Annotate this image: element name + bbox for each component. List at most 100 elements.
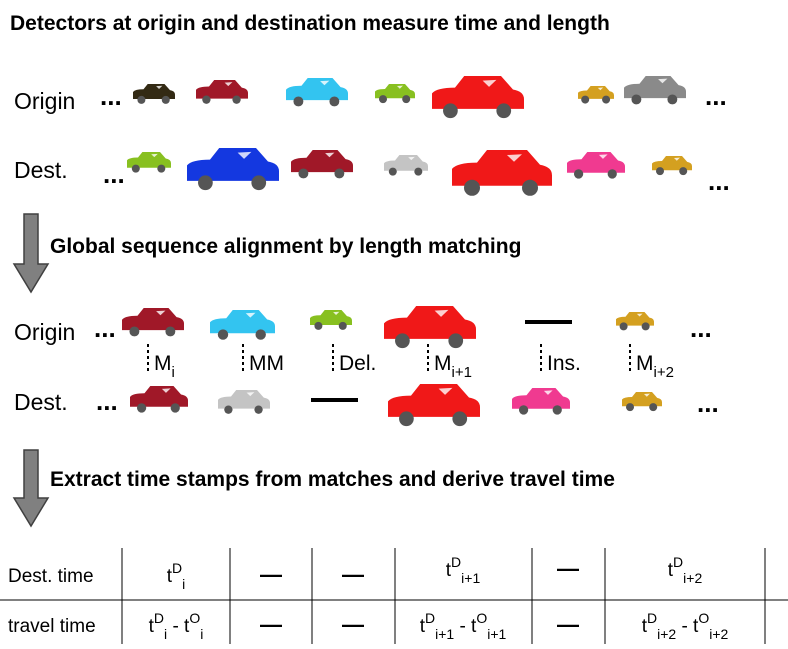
- supscript: D: [673, 554, 683, 570]
- origin-label: Origin: [14, 319, 75, 345]
- car-body: [567, 152, 625, 173]
- wheel: [607, 169, 617, 179]
- ellipsis: ...: [708, 166, 730, 196]
- car-body: [622, 392, 662, 407]
- wheel: [631, 94, 642, 105]
- table-cell: —: [260, 562, 282, 587]
- table-cell: tDi - tOi: [149, 610, 204, 642]
- car-body: [432, 76, 524, 109]
- car: [384, 306, 476, 349]
- wheel: [452, 411, 468, 427]
- car-window: [438, 387, 453, 395]
- wheel: [251, 175, 267, 191]
- text-part: M: [434, 352, 452, 375]
- wheel: [388, 167, 397, 176]
- subscript: i+1: [435, 626, 454, 642]
- car-body: [652, 156, 692, 171]
- wheel: [129, 326, 140, 337]
- subscript: i+1: [452, 364, 472, 381]
- car-body: [127, 152, 171, 168]
- supscript: O: [476, 610, 487, 626]
- title: Detectors at origin and destination meas…: [10, 12, 610, 35]
- supscript: D: [451, 554, 461, 570]
- wheel: [402, 95, 411, 104]
- subscript: i+2: [709, 626, 728, 642]
- table-cell: —: [557, 556, 579, 581]
- table-cell: —: [557, 612, 579, 637]
- text-part: t: [149, 616, 155, 637]
- ellipsis: ...: [690, 313, 712, 343]
- table-cell: —: [342, 612, 364, 637]
- table-cell: tDi+2 - tOi+2: [642, 610, 729, 642]
- operation-label: Mi+1: [434, 352, 472, 381]
- operation-label: Del.: [339, 352, 376, 375]
- wheel: [602, 95, 611, 104]
- wheel: [464, 179, 480, 196]
- wheel: [157, 164, 166, 173]
- subscript: i: [172, 364, 175, 381]
- table-grid: [0, 548, 788, 644]
- car-window: [482, 79, 497, 87]
- text-part: MM: [249, 352, 284, 375]
- wheel: [198, 175, 213, 191]
- table-cell: —: [342, 562, 364, 587]
- ellipsis: ...: [705, 81, 727, 111]
- subscript: i+2: [654, 364, 674, 381]
- text-part: t: [167, 566, 173, 587]
- wheel: [217, 329, 229, 340]
- car: [452, 150, 552, 196]
- wheel: [170, 403, 180, 413]
- car-window: [246, 392, 255, 397]
- origin-label: Origin: [14, 88, 75, 114]
- subscript: i+2: [657, 626, 676, 642]
- wheel: [395, 333, 410, 349]
- car-window: [658, 78, 668, 84]
- dest-label: Dest.: [14, 157, 68, 183]
- arrow-down: [12, 213, 50, 294]
- wheel: [161, 95, 170, 104]
- car: [622, 392, 662, 412]
- car-body: [384, 155, 428, 171]
- subscript: i+1: [487, 626, 506, 642]
- car-window: [320, 80, 330, 86]
- wheel: [414, 167, 423, 176]
- supscript: D: [425, 610, 435, 626]
- car-body: [210, 310, 275, 334]
- car-body: [196, 80, 248, 99]
- operation-label: Ins.: [547, 352, 581, 375]
- car-window: [237, 151, 252, 159]
- car: [218, 390, 270, 414]
- text-part: —: [342, 562, 364, 587]
- wheel: [399, 411, 414, 427]
- operation-label: Mi+2: [636, 352, 674, 381]
- wheel: [656, 167, 664, 176]
- operation-label: Mi: [154, 352, 175, 381]
- operation-label: MM: [249, 352, 284, 375]
- car-body: [133, 84, 175, 99]
- car-window: [636, 313, 643, 317]
- wheel: [573, 169, 584, 179]
- supscript: D: [154, 610, 164, 626]
- text-part: M: [636, 352, 654, 375]
- row-label: travel time: [8, 616, 96, 637]
- car-body: [384, 306, 476, 339]
- text-part: Del.: [339, 352, 376, 375]
- car: [388, 384, 480, 427]
- subscript: i: [164, 626, 167, 642]
- wheel: [522, 179, 538, 196]
- table-cell: tDi+1 - tOi+1: [420, 610, 507, 642]
- wheel: [232, 95, 241, 104]
- car-body: [624, 76, 686, 99]
- car: [432, 76, 524, 119]
- wheel: [224, 405, 233, 414]
- subscript: i: [182, 576, 185, 592]
- car-window: [397, 85, 403, 89]
- car-window: [151, 153, 158, 158]
- car-window: [333, 311, 340, 315]
- car: [130, 386, 188, 413]
- car-body: [616, 312, 654, 326]
- car-body: [218, 390, 270, 409]
- car: [187, 148, 279, 191]
- car-window: [245, 312, 256, 318]
